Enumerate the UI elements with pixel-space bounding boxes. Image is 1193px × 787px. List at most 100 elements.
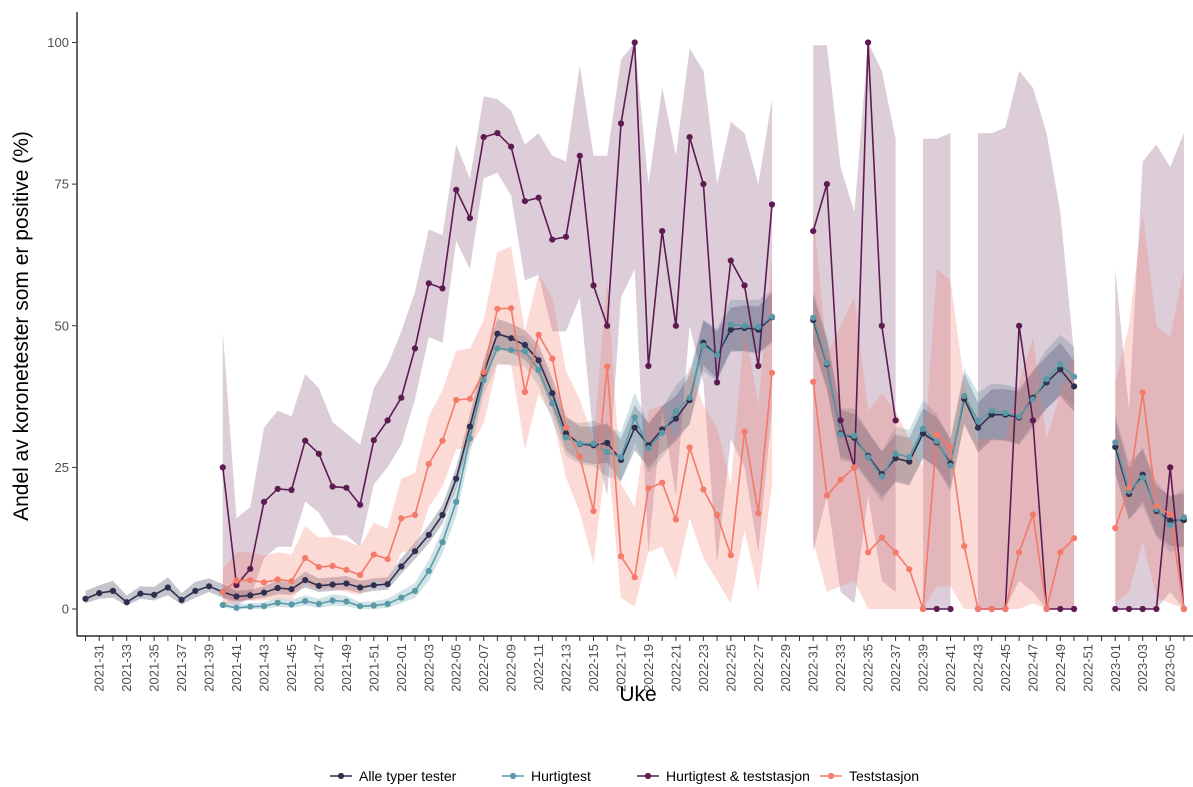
data-point [700,486,707,493]
data-point [384,600,391,608]
x-tick-label: 2022-13 [559,644,574,692]
data-point [645,485,652,492]
data-point [933,605,940,613]
data-point [1016,413,1023,420]
data-point [562,424,570,431]
data-point [521,198,529,205]
data-point [439,539,446,546]
data-point [1180,514,1187,521]
data-point [274,599,281,606]
data-point [1153,605,1160,613]
data-point [82,595,89,602]
data-point [439,437,446,444]
data-point [302,437,309,444]
data-point [906,454,913,461]
data-point [823,181,831,188]
ci-ribbon [1115,419,1184,547]
legend-label: Teststasjon [849,768,919,784]
data-point [947,462,954,469]
x-tick-label: 2022-45 [998,644,1013,692]
x-tick-label: 2022-17 [613,644,628,692]
data-point [727,552,734,559]
data-point [247,592,254,599]
data-point [398,394,405,401]
data-point [878,473,885,480]
data-point [274,584,281,592]
data-point [109,587,117,595]
data-point [288,586,295,593]
data-point [1057,605,1064,613]
data-point [755,323,762,330]
data-point [329,597,336,604]
data-point [1153,502,1160,509]
data-point [329,562,336,570]
data-point [1016,549,1023,556]
data-point [631,414,638,421]
data-point [466,395,473,402]
data-point [411,587,419,595]
axes: 0 25 50 75 100 2021-31 2021-33 2021-35 2021-37 20… [47,12,1193,692]
x-tick-label: 2022-15 [586,644,601,692]
data-point [425,280,432,287]
x-tick-label: 2022-27 [751,644,766,692]
data-point [1029,396,1036,403]
x-tick-label: 2022-03 [421,644,436,692]
x-tick-label: 2021-43 [256,644,271,692]
data-point [357,603,364,610]
data-point [425,531,432,538]
data-point [274,485,281,492]
data-point [1112,439,1119,446]
data-point [988,605,995,613]
data-point [329,483,336,490]
data-point [659,429,666,436]
data-point [727,326,734,333]
series-points [82,39,1187,613]
data-point [714,379,721,386]
data-point [1125,484,1133,491]
data-point [453,475,460,482]
data-point [1071,535,1078,542]
data-point [123,599,130,606]
data-point [480,369,487,376]
data-point [947,605,954,613]
data-point [631,574,638,581]
data-point [370,582,377,589]
data-point [1002,605,1009,613]
x-tick-label: 2022-29 [778,644,793,692]
data-point [411,511,419,519]
x-tick-label: 2021-39 [202,644,217,692]
data-point [672,408,680,415]
x-tick-label: 2021-37 [174,644,189,692]
data-point [1057,361,1064,368]
data-point [988,407,995,414]
data-point [137,590,144,597]
data-point [302,554,309,562]
data-point [439,285,446,292]
data-point [508,335,515,342]
data-point [398,563,405,570]
data-point [453,186,460,193]
data-point [947,443,954,451]
x-tick-label: 2022-49 [1053,644,1068,692]
data-point [631,39,638,46]
data-point [508,305,515,312]
data-point [398,594,405,601]
x-tick-label: 2022-41 [943,644,958,692]
legend-label: Hurtigtest [531,768,591,784]
data-point [466,435,473,442]
data-point [425,460,432,468]
data-point [315,582,322,589]
data-point [425,567,432,575]
data-point [576,440,583,447]
data-point [233,577,240,584]
data-point [1029,511,1036,518]
ci-ribbon [222,246,773,607]
data-point [878,534,885,541]
data-point [892,417,899,424]
x-tick-label: 2021-47 [311,644,326,692]
data-point [686,444,693,451]
data-point [1043,605,1050,613]
x-tick-label: 2021-33 [119,644,134,692]
data-point [590,282,597,289]
x-tick-label: 2022-33 [833,644,848,692]
